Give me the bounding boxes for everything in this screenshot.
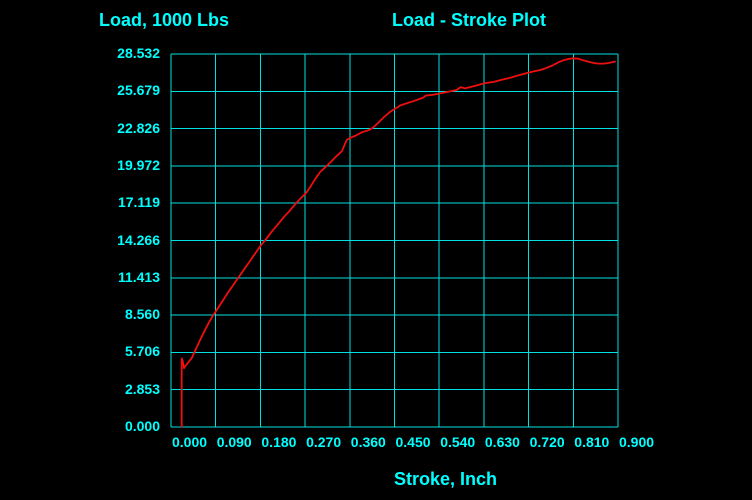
y-tick-label: 5.706 <box>124 343 160 360</box>
x-tick-label: 0.000 <box>172 434 208 450</box>
x-tick-label: 0.540 <box>440 434 476 450</box>
chart-title: Load - Stroke Plot <box>392 10 547 30</box>
x-tick-label: 0.450 <box>395 434 431 450</box>
y-tick-label: 14.266 <box>117 231 160 248</box>
x-tick-label: 0.360 <box>350 434 386 450</box>
y-tick-label: 22.826 <box>117 119 160 136</box>
y-tick-label: 8.560 <box>124 306 160 323</box>
x-tick-label: 0.900 <box>619 434 655 450</box>
y-tick-label: 28.532 <box>117 45 160 61</box>
y-tick-label: 11.413 <box>117 268 160 285</box>
y-tick-label: 2.853 <box>124 380 160 397</box>
grid-lines <box>170 53 619 428</box>
load-stroke-curve <box>180 57 616 428</box>
x-axis-title: Stroke, Inch <box>394 469 498 489</box>
y-tick-label: 19.972 <box>117 156 160 173</box>
x-tick-label: 0.630 <box>484 434 520 450</box>
x-tick-label: 0.090 <box>216 434 252 450</box>
x-tick-label: 0.810 <box>574 434 610 450</box>
y-tick-label: 25.679 <box>117 82 160 99</box>
x-tick-label: 0.270 <box>306 434 342 450</box>
y-tick-label: 17.119 <box>117 194 160 211</box>
x-tick-label: 0.720 <box>529 434 565 450</box>
x-tick-label: 0.180 <box>261 434 297 450</box>
y-axis-title: Load, 1000 Lbs <box>99 10 230 30</box>
y-tick-label: 0.000 <box>124 418 160 434</box>
